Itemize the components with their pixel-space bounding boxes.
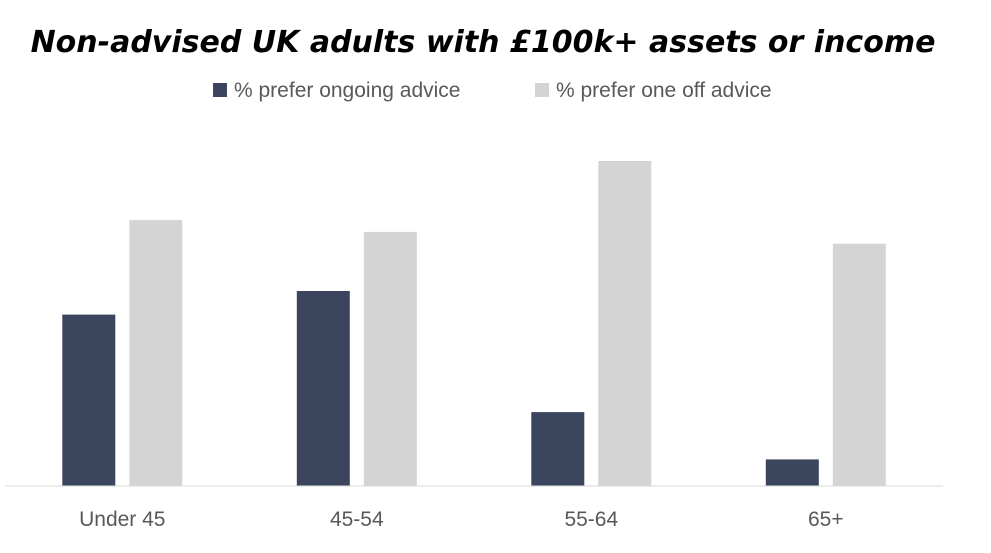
- x-tick-label: 45-54: [330, 508, 384, 531]
- legend: % prefer ongoing advice % prefer one off…: [213, 79, 772, 102]
- bars-group: [62, 161, 886, 486]
- bar-one-off-2: [598, 161, 652, 486]
- bar-one-off-1: [363, 231, 417, 486]
- bar-ongoing-0: [62, 314, 116, 486]
- legend-label-ongoing: % prefer ongoing advice: [234, 79, 460, 102]
- x-tick-label: Under 45: [79, 508, 165, 531]
- bar-ongoing-2: [531, 412, 585, 486]
- chart-title: Non-advised UK adults with £100k+ assets…: [31, 25, 936, 60]
- bar-ongoing-1: [296, 291, 350, 486]
- bar-one-off-3: [832, 243, 886, 486]
- legend-swatch-one-off: [535, 83, 549, 97]
- x-tick-label: 65+: [808, 508, 844, 531]
- x-axis-ticks: Under 45 45-54 55-64 65+: [79, 508, 844, 531]
- bar-one-off-0: [129, 220, 183, 486]
- bar-ongoing-3: [765, 459, 819, 486]
- x-tick-label: 55-64: [564, 508, 618, 531]
- legend-swatch-ongoing: [213, 83, 227, 97]
- legend-label-one-off: % prefer one off advice: [556, 79, 772, 102]
